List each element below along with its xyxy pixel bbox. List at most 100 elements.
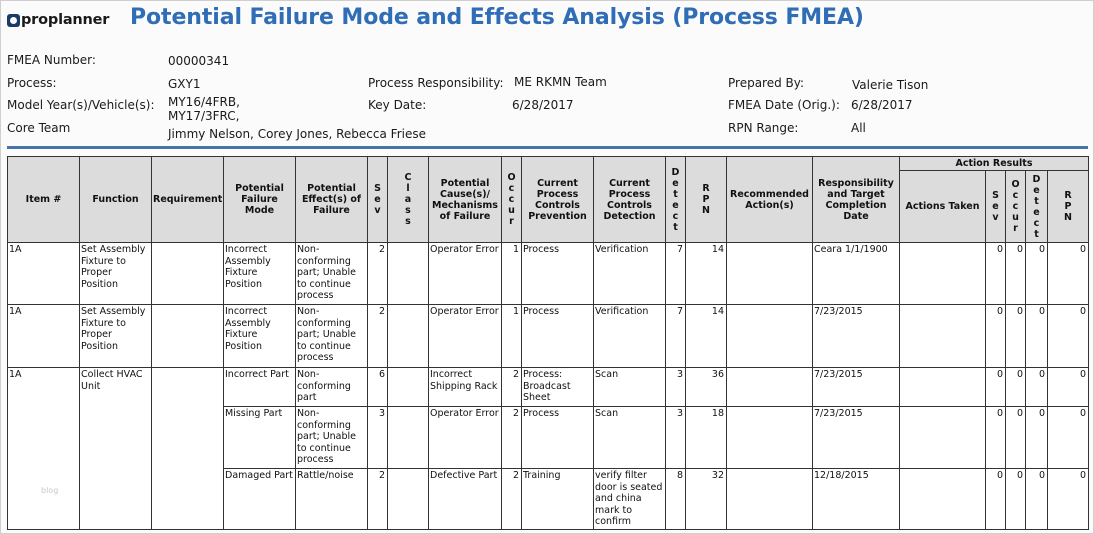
cell-detection: Scan: [593, 406, 666, 469]
process-label: Process:: [7, 76, 57, 90]
cell-requirement: [151, 367, 224, 530]
page-title: Potential Failure Mode and Effects Analy…: [130, 5, 864, 30]
cell-class: [387, 242, 429, 305]
table-row: 1A Set Assembly Fixture to Proper Positi…: [7, 304, 1090, 368]
cell-ar-rpn: 0: [1046, 367, 1090, 407]
cell-sev: 2: [367, 468, 388, 530]
col-header-actions-taken: Actions Taken: [899, 170, 986, 243]
cell-ar-rpn: 0: [1046, 304, 1090, 368]
cell-ar-detect: 0: [1025, 304, 1048, 368]
cell-prevention: Process: [521, 304, 594, 368]
col-header-causes: Potential Cause(s)/ Mechanisms of Failur…: [428, 156, 502, 243]
col-header-detection: Current Process Controls Detection: [593, 156, 666, 243]
col-header-item: Item #: [7, 156, 80, 243]
cell-requirement: [151, 304, 224, 368]
cell-ar-occur: 0: [1005, 304, 1026, 368]
col-header-effects: Potential Effect(s) of Failure: [295, 156, 368, 243]
cell-actions-taken: [899, 406, 986, 469]
cell-sev: 6: [367, 367, 388, 407]
cell-ar-sev: 0: [985, 406, 1006, 469]
model-year-label: Model Year(s)/Vehicle(s):: [7, 98, 155, 112]
col-header-rpn: RPN: [685, 156, 727, 243]
cell-actions-taken: [899, 468, 986, 530]
cell-sev: 3: [367, 406, 388, 469]
cell-ar-sev: 0: [985, 468, 1006, 530]
cell-responsibility: 12/18/2015: [812, 468, 900, 530]
model-year-value-1: MY16/4FRB,: [168, 95, 240, 109]
col-header-ar-detect: Detect: [1025, 170, 1048, 243]
fmea-date-label: FMEA Date (Orig.):: [728, 98, 840, 112]
cell-ar-detect: 0: [1025, 406, 1048, 469]
col-header-detect: Detect: [665, 156, 686, 243]
cell-item: 1A: [7, 367, 80, 530]
col-header-failure-mode: Potential Failure Mode: [223, 156, 296, 243]
proplanner-logo-icon: [7, 13, 20, 27]
cell-failure-mode: Missing Part: [223, 406, 296, 469]
cell-class: [387, 304, 429, 368]
col-header-sev: Sev: [367, 156, 388, 243]
logo-text: proplanner: [21, 12, 110, 28]
process-value: GXY1: [168, 77, 201, 91]
col-header-prevention: Current Process Controls Prevention: [521, 156, 594, 243]
cell-rpn: 18: [685, 406, 727, 469]
cell-function: Collect HVAC Unit: [79, 367, 152, 530]
cell-failure-mode: Incorrect Assembly Fixture Position: [223, 304, 296, 368]
cell-class: [387, 406, 429, 469]
cell-responsibility: 7/23/2015: [812, 367, 900, 407]
cell-rpn: 14: [685, 242, 727, 305]
cell-occur: 1: [501, 304, 522, 368]
cell-class: [387, 468, 429, 530]
col-header-action-results: Action Results: [898, 156, 1090, 171]
cell-ar-detect: 0: [1025, 242, 1048, 305]
cell-causes: Operator Error: [428, 304, 502, 368]
cell-ar-occur: 0: [1005, 468, 1026, 530]
cell-detection: Verification: [593, 242, 666, 305]
core-team-label: Core Team: [7, 121, 71, 135]
col-header-ar-sev: Sev: [985, 170, 1006, 243]
fmea-table: Item # Function Requirement Potential Fa…: [7, 156, 1090, 530]
table-row: 1A Set Assembly Fixture to Proper Positi…: [7, 242, 1090, 305]
cell-recommended: [726, 367, 813, 407]
cell-effects: Rattle/noise: [295, 468, 368, 530]
col-header-requirement: Requirement: [151, 156, 224, 243]
prepared-by-label: Prepared By:: [728, 76, 805, 90]
cell-causes: Defective Part: [428, 468, 502, 530]
cell-detect: 7: [665, 242, 686, 305]
col-header-class: Class: [387, 156, 429, 243]
cell-ar-sev: 0: [985, 304, 1006, 368]
table-row: Damaged Part Rattle/noise 2 Defective Pa…: [8, 468, 1090, 530]
cell-recommended: [726, 468, 813, 530]
cell-failure-mode: Incorrect Assembly Fixture Position: [223, 242, 296, 305]
cell-actions-taken: [899, 304, 986, 368]
cell-detection: Scan: [593, 367, 666, 407]
prepared-by-value: Valerie Tison: [852, 78, 929, 92]
cell-ar-rpn: 0: [1046, 406, 1090, 469]
cell-rpn: 14: [685, 304, 727, 368]
rpn-range-label: RPN Range:: [728, 121, 799, 135]
cell-ar-detect: 0: [1025, 468, 1048, 530]
table-row: Missing Part Non-conforming part; Unable…: [8, 406, 1090, 469]
cell-ar-occur: 0: [1005, 406, 1026, 469]
cell-function: Set Assembly Fixture to Proper Position: [79, 304, 152, 368]
cell-responsibility: 7/23/2015: [812, 406, 900, 469]
cell-occur: 2: [501, 468, 522, 530]
cell-rpn: 32: [685, 468, 727, 530]
fmea-number-value: 00000341: [168, 54, 230, 68]
cell-effects: Non-conforming part: [295, 367, 368, 407]
cell-actions-taken: [899, 367, 986, 407]
cell-detection: Verification: [593, 304, 666, 368]
cell-requirement: [151, 242, 224, 305]
cell-responsibility: Ceara 1/1/1900: [812, 242, 900, 305]
cell-occur: 2: [501, 406, 522, 469]
core-team-value: Jimmy Nelson, Corey Jones, Rebecca Fries…: [168, 127, 426, 141]
col-header-recommended: Recommended Action(s): [726, 156, 813, 243]
fmea-number-label: FMEA Number:: [7, 53, 96, 67]
header-divider: [7, 146, 1088, 149]
col-header-occur: Occur: [501, 156, 522, 243]
cell-failure-mode: Damaged Part: [223, 468, 296, 530]
cell-causes: Operator Error: [428, 406, 502, 469]
cell-detect: 7: [665, 304, 686, 368]
cell-prevention: Process: [521, 406, 594, 469]
process-responsibility-label: Process Responsibility:: [368, 76, 504, 90]
model-year-value-2: MY17/3FRC,: [168, 109, 240, 123]
